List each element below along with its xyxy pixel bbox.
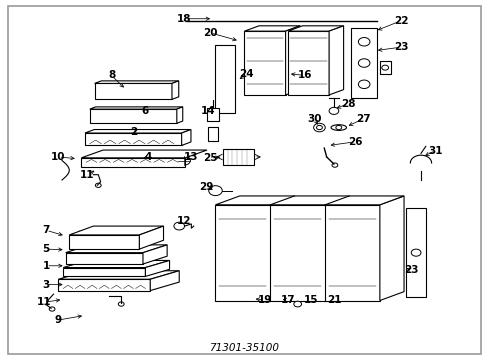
- Bar: [215, 45, 234, 113]
- Text: 3: 3: [42, 280, 50, 289]
- Circle shape: [381, 65, 388, 70]
- Text: 21: 21: [326, 295, 341, 305]
- Polygon shape: [244, 31, 285, 95]
- Circle shape: [118, 302, 124, 306]
- Ellipse shape: [330, 125, 346, 130]
- Polygon shape: [145, 260, 169, 276]
- Bar: [406, 208, 425, 297]
- Text: 14: 14: [201, 106, 215, 116]
- Text: 2: 2: [129, 127, 137, 137]
- Polygon shape: [177, 107, 183, 123]
- Polygon shape: [181, 130, 191, 145]
- Text: 23: 23: [403, 265, 418, 275]
- Polygon shape: [69, 226, 163, 235]
- Polygon shape: [58, 271, 179, 279]
- Text: 31: 31: [427, 145, 442, 156]
- Polygon shape: [90, 109, 177, 123]
- Polygon shape: [379, 196, 403, 301]
- Text: 17: 17: [281, 295, 295, 305]
- Polygon shape: [150, 271, 179, 291]
- Text: 11: 11: [80, 170, 95, 180]
- Circle shape: [208, 186, 222, 195]
- Polygon shape: [95, 81, 179, 84]
- Circle shape: [358, 80, 369, 89]
- Circle shape: [293, 301, 301, 307]
- Bar: [379, 61, 390, 74]
- Text: 30: 30: [307, 114, 321, 124]
- Polygon shape: [65, 245, 167, 253]
- Circle shape: [358, 37, 369, 46]
- Text: 71301-35100: 71301-35100: [209, 343, 279, 354]
- Circle shape: [174, 222, 184, 230]
- Polygon shape: [85, 133, 181, 145]
- Text: 12: 12: [177, 216, 191, 226]
- Bar: [208, 127, 218, 141]
- Polygon shape: [58, 279, 150, 291]
- Polygon shape: [142, 245, 167, 264]
- Text: 20: 20: [203, 28, 218, 38]
- Text: 18: 18: [177, 14, 191, 24]
- Text: 15: 15: [304, 295, 318, 305]
- Text: 10: 10: [51, 152, 65, 162]
- Text: 13: 13: [183, 152, 198, 162]
- Polygon shape: [65, 253, 142, 264]
- Polygon shape: [85, 130, 191, 133]
- Polygon shape: [287, 31, 328, 95]
- Polygon shape: [328, 26, 343, 95]
- Text: 27: 27: [355, 114, 369, 124]
- Circle shape: [331, 163, 337, 167]
- Text: 4: 4: [144, 152, 151, 162]
- Polygon shape: [69, 235, 139, 249]
- Text: 11: 11: [37, 297, 51, 307]
- Circle shape: [178, 156, 190, 165]
- Text: 23: 23: [393, 42, 408, 52]
- Polygon shape: [81, 158, 185, 167]
- Circle shape: [95, 183, 101, 188]
- Polygon shape: [95, 84, 172, 99]
- Circle shape: [313, 123, 325, 132]
- Circle shape: [316, 125, 322, 130]
- Polygon shape: [215, 205, 379, 301]
- Polygon shape: [81, 150, 206, 158]
- Text: 24: 24: [239, 69, 254, 79]
- Polygon shape: [63, 267, 145, 276]
- Polygon shape: [244, 26, 300, 31]
- Text: 22: 22: [393, 15, 408, 26]
- Text: 7: 7: [42, 225, 50, 235]
- Polygon shape: [215, 196, 403, 205]
- Text: 19: 19: [257, 295, 271, 305]
- Circle shape: [328, 107, 338, 114]
- Polygon shape: [285, 26, 300, 95]
- Circle shape: [335, 125, 341, 130]
- Circle shape: [410, 249, 420, 256]
- Text: 16: 16: [297, 71, 311, 80]
- Text: 28: 28: [341, 99, 355, 109]
- Text: 26: 26: [348, 137, 362, 147]
- Text: 1: 1: [42, 261, 50, 271]
- Polygon shape: [90, 107, 183, 109]
- Text: 8: 8: [108, 71, 115, 80]
- Text: 5: 5: [42, 244, 50, 254]
- Circle shape: [49, 307, 55, 311]
- Polygon shape: [172, 81, 179, 99]
- Polygon shape: [63, 260, 169, 267]
- Bar: [223, 149, 254, 165]
- Text: 29: 29: [198, 182, 213, 192]
- Bar: [207, 108, 219, 121]
- Text: 6: 6: [142, 106, 149, 116]
- Text: 9: 9: [55, 315, 62, 325]
- Text: 25: 25: [203, 153, 218, 163]
- Bar: [350, 28, 377, 99]
- Polygon shape: [287, 26, 343, 31]
- Polygon shape: [139, 226, 163, 249]
- Circle shape: [358, 59, 369, 67]
